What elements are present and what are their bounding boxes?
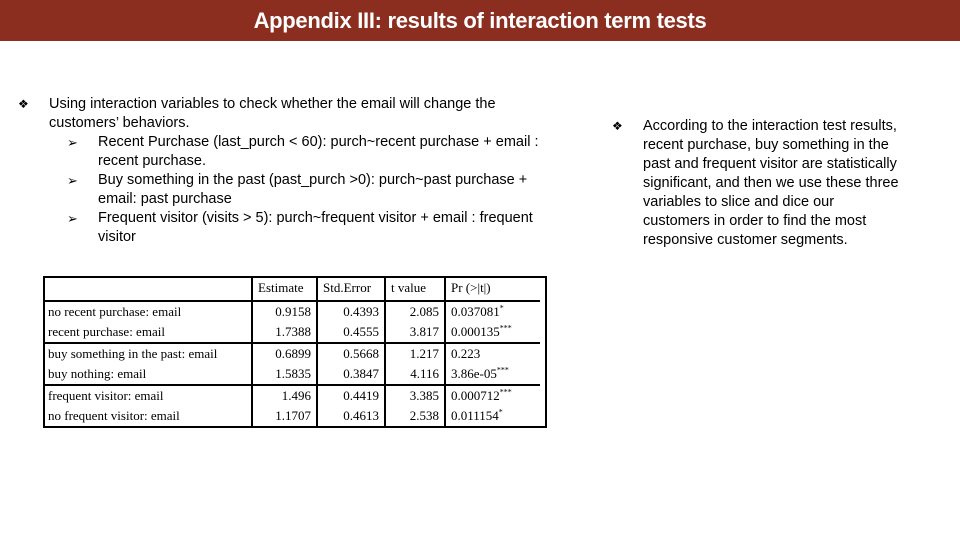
t-value-cell: 4.116 bbox=[385, 364, 446, 386]
std-error-cell: 0.3847 bbox=[317, 364, 386, 386]
row-label: buy something in the past: email bbox=[43, 343, 253, 364]
arrow-bullet-icon: ➢ bbox=[67, 135, 78, 150]
sub-bullet-item: ➢ Frequent visitor (visits > 5): purch~f… bbox=[67, 209, 558, 247]
p-value-cell: 0.011154* bbox=[445, 406, 540, 426]
p-value: 0.037081 bbox=[451, 304, 500, 319]
p-value-cell: 0.223 bbox=[445, 343, 540, 364]
t-value-cell: 2.085 bbox=[385, 301, 446, 322]
p-value-cell: 0.000135*** bbox=[445, 322, 540, 344]
sub-bullet-text: Frequent visitor (visits > 5): purch~fre… bbox=[98, 210, 533, 245]
significance-stars: *** bbox=[496, 365, 509, 375]
header-cell bbox=[43, 276, 253, 302]
right-bullet-block: ❖ According to the interaction test resu… bbox=[612, 117, 902, 250]
row-label: buy nothing: email bbox=[43, 364, 253, 386]
estimate-cell: 1.7388 bbox=[252, 322, 318, 344]
header-cell: Estimate bbox=[252, 276, 318, 302]
std-error-cell: 0.4419 bbox=[317, 385, 386, 406]
slide-title: Appendix III: results of interaction ter… bbox=[253, 7, 707, 33]
results-table: Estimate Std.Error t value Pr (>|t|) no … bbox=[43, 276, 540, 426]
row-label: recent purchase: email bbox=[43, 322, 253, 344]
p-value: 0.011154 bbox=[451, 408, 499, 423]
table-header-row: Estimate Std.Error t value Pr (>|t|) bbox=[43, 276, 540, 302]
diamond-bullet-icon: ❖ bbox=[18, 97, 29, 111]
std-error-cell: 0.4555 bbox=[317, 322, 386, 344]
std-error-cell: 0.5668 bbox=[317, 343, 386, 364]
t-value-cell: 1.217 bbox=[385, 343, 446, 364]
estimate-cell: 1.496 bbox=[252, 385, 318, 406]
std-error-cell: 0.4393 bbox=[317, 301, 386, 322]
t-value-cell: 2.538 bbox=[385, 406, 446, 426]
table-row: recent purchase: email 1.7388 0.4555 3.8… bbox=[43, 322, 540, 344]
p-value: 3.86e-05 bbox=[451, 366, 497, 381]
p-value: 0.000712 bbox=[451, 388, 500, 403]
arrow-bullet-icon: ➢ bbox=[67, 211, 78, 226]
std-error-cell: 0.4613 bbox=[317, 406, 386, 426]
p-value-cell: 0.037081* bbox=[445, 301, 540, 322]
table-row: buy something in the past: email 0.6899 … bbox=[43, 343, 540, 364]
significance-stars: *** bbox=[499, 387, 512, 397]
table-row: no frequent visitor: email 1.1707 0.4613… bbox=[43, 406, 540, 426]
title-bar: Appendix III: results of interaction ter… bbox=[0, 0, 960, 41]
sub-bullet-text: Buy something in the past (past_purch >0… bbox=[98, 172, 528, 207]
table-row: buy nothing: email 1.5835 0.3847 4.116 3… bbox=[43, 364, 540, 386]
sub-bullet-item: ➢ Recent Purchase (last_purch < 60): pur… bbox=[67, 133, 558, 171]
t-value-cell: 3.817 bbox=[385, 322, 446, 344]
p-value-cell: 3.86e-05*** bbox=[445, 364, 540, 386]
table-row: no recent purchase: email 0.9158 0.4393 … bbox=[43, 301, 540, 322]
left-bullet-block: ❖ Using interaction variables to check w… bbox=[18, 95, 558, 247]
row-label: no frequent visitor: email bbox=[43, 406, 253, 426]
diamond-bullet-icon: ❖ bbox=[612, 119, 623, 133]
estimate-cell: 0.9158 bbox=[252, 301, 318, 322]
header-cell: Std.Error bbox=[317, 276, 386, 302]
table-row: frequent visitor: email 1.496 0.4419 3.3… bbox=[43, 385, 540, 406]
right-bullet-text: According to the interaction test result… bbox=[643, 118, 899, 248]
t-value-cell: 3.385 bbox=[385, 385, 446, 406]
estimate-cell: 1.5835 bbox=[252, 364, 318, 386]
row-label: no recent purchase: email bbox=[43, 301, 253, 322]
significance-stars: * bbox=[498, 407, 503, 417]
right-bullet: ❖ According to the interaction test resu… bbox=[612, 117, 902, 250]
estimate-cell: 1.1707 bbox=[252, 406, 318, 426]
header-cell: t value bbox=[385, 276, 446, 302]
main-bullet: ❖ Using interaction variables to check w… bbox=[18, 95, 558, 133]
p-value: 0.223 bbox=[451, 346, 481, 361]
sub-bullet-item: ➢ Buy something in the past (past_purch … bbox=[67, 171, 558, 209]
sub-bullet-text: Recent Purchase (last_purch < 60): purch… bbox=[98, 134, 539, 169]
significance-stars: * bbox=[499, 303, 504, 313]
row-label: frequent visitor: email bbox=[43, 385, 253, 406]
significance-stars: *** bbox=[499, 323, 512, 333]
p-value: 0.000135 bbox=[451, 324, 500, 339]
header-cell: Pr (>|t|) bbox=[445, 276, 540, 302]
arrow-bullet-icon: ➢ bbox=[67, 173, 78, 188]
main-bullet-text: Using interaction variables to check whe… bbox=[49, 96, 496, 131]
estimate-cell: 0.6899 bbox=[252, 343, 318, 364]
p-value-cell: 0.000712*** bbox=[445, 385, 540, 406]
sub-bullet-list: ➢ Recent Purchase (last_purch < 60): pur… bbox=[67, 133, 558, 247]
